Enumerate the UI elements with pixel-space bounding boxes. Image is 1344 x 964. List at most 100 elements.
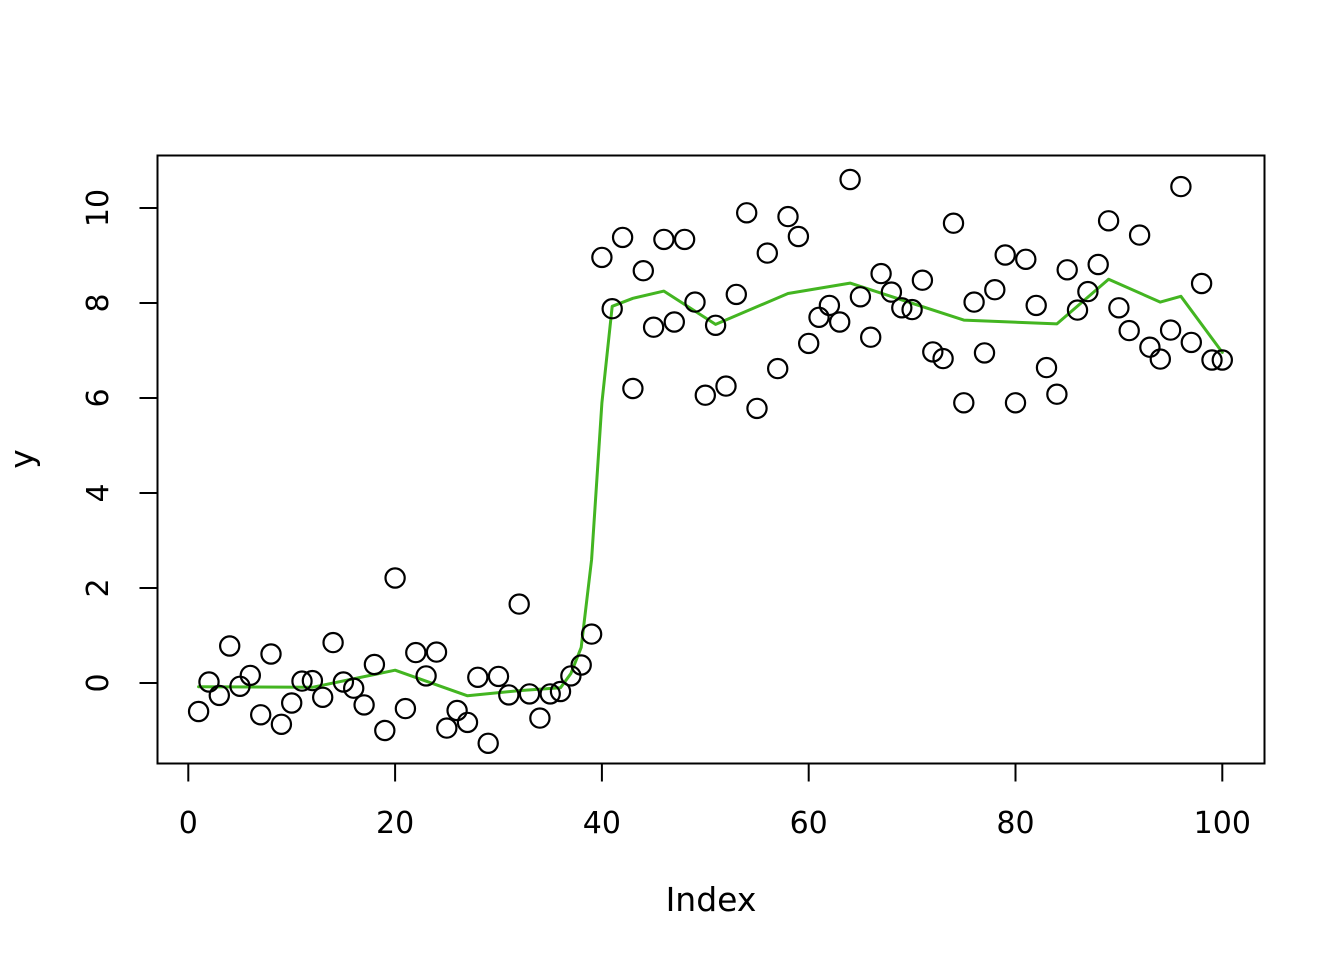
data-point — [1128, 224, 1151, 246]
data-point — [322, 631, 344, 654]
data-point — [611, 226, 634, 249]
data-point — [601, 298, 623, 320]
data-point — [798, 332, 820, 355]
data-point — [487, 665, 510, 688]
data-point — [477, 732, 499, 755]
data-points — [187, 168, 1234, 755]
data-point — [1046, 383, 1068, 405]
data-point — [642, 316, 665, 338]
data-point — [829, 311, 851, 333]
x-tick-label: 60 — [790, 806, 828, 841]
y-tick-label: 0 — [81, 673, 116, 692]
y-axis-title: y — [2, 449, 41, 469]
data-point — [860, 326, 882, 348]
x-tick-label: 40 — [583, 806, 621, 841]
data-point — [301, 669, 324, 692]
data-point — [260, 643, 282, 665]
data-point — [529, 707, 551, 729]
data-point — [673, 228, 696, 251]
data-point — [942, 212, 965, 234]
data-point — [508, 593, 530, 615]
data-point — [622, 377, 644, 400]
data-point — [1190, 272, 1213, 295]
data-point — [353, 694, 375, 716]
data-point — [849, 286, 872, 308]
data-point — [518, 683, 541, 705]
data-point — [446, 699, 468, 722]
x-axis-title: Index — [666, 880, 757, 919]
data-point — [456, 711, 479, 734]
data-point — [632, 260, 655, 282]
data-point — [973, 342, 996, 364]
data-point — [1004, 392, 1027, 414]
data-point — [1015, 248, 1037, 270]
y-tick-label: 8 — [81, 293, 116, 312]
data-point — [1159, 319, 1182, 341]
data-point — [1139, 336, 1161, 358]
data-point — [901, 298, 923, 321]
data-point — [498, 684, 520, 706]
data-point — [591, 246, 613, 269]
data-point — [1170, 175, 1192, 198]
data-point — [994, 244, 1016, 266]
x-axis-ticks: 0 20 40 60 80 100 — [179, 763, 1251, 841]
data-point — [891, 297, 913, 319]
data-point — [1201, 349, 1223, 371]
data-point — [694, 384, 717, 406]
data-point — [291, 670, 313, 692]
data-point — [580, 623, 603, 645]
data-point — [332, 671, 355, 693]
data-point — [1025, 294, 1047, 317]
smoother-line — [197, 277, 1224, 698]
data-point — [756, 242, 779, 264]
data-point — [436, 717, 458, 739]
data-point — [374, 719, 396, 742]
data-point — [187, 700, 210, 723]
data-point — [415, 665, 437, 687]
y-tick-label: 4 — [81, 483, 116, 502]
data-point — [467, 666, 489, 689]
plot-box — [156, 154, 1266, 765]
data-point — [715, 375, 737, 397]
data-point — [1066, 299, 1089, 321]
data-point — [539, 683, 561, 705]
data-point — [549, 680, 572, 703]
x-tick-label: 0 — [179, 806, 198, 841]
data-point — [870, 262, 892, 285]
data-point — [1180, 331, 1203, 354]
data-point — [725, 283, 748, 306]
data-point — [808, 306, 830, 328]
data-point — [922, 341, 944, 363]
data-point — [704, 314, 727, 336]
data-point — [736, 202, 758, 224]
data-point — [839, 168, 861, 191]
y-tick-label: 10 — [81, 189, 116, 227]
y-tick-label: 2 — [81, 578, 116, 597]
data-point — [963, 291, 985, 313]
data-point — [818, 294, 841, 317]
data-point — [270, 713, 293, 736]
data-point — [932, 347, 954, 370]
y-tick-label: 6 — [81, 388, 116, 407]
data-point — [1035, 356, 1058, 379]
data-point — [953, 392, 975, 414]
y-axis-ticks: 0 2 4 6 8 10 — [81, 189, 158, 693]
data-point — [880, 281, 903, 303]
data-point — [787, 225, 810, 248]
data-point — [394, 697, 417, 720]
data-point — [663, 311, 686, 333]
x-tick-label: 100 — [1194, 806, 1251, 841]
data-point — [1077, 280, 1099, 303]
data-point — [767, 357, 789, 380]
data-point — [405, 641, 427, 664]
data-point — [343, 677, 365, 699]
data-point — [281, 692, 303, 714]
data-point — [208, 684, 230, 707]
data-point — [218, 635, 241, 657]
data-point — [363, 653, 386, 676]
data-point — [1108, 297, 1130, 319]
data-point — [1118, 319, 1140, 342]
data-point — [746, 397, 768, 420]
data-point — [250, 704, 272, 726]
x-tick-label: 20 — [376, 806, 414, 841]
